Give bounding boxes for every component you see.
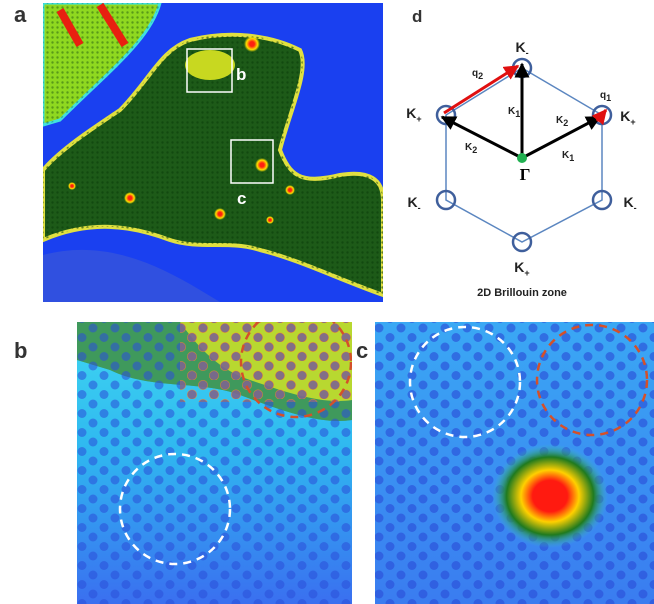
label-part: K [407, 194, 417, 210]
k-point-label: K- [623, 194, 636, 213]
label-part: K [623, 194, 633, 210]
label-part: + [630, 117, 635, 127]
vector-label: q2 [472, 68, 483, 81]
label-part: q [600, 90, 606, 101]
caption: 2D Brillouin zone [477, 287, 567, 299]
inset-label: b [236, 65, 246, 84]
label-part: - [418, 203, 421, 213]
label-part: 1 [606, 93, 611, 103]
gamma-label: Γ [520, 165, 531, 184]
label-part: - [634, 203, 637, 213]
label-part: 2 [478, 71, 483, 81]
label-part: + [416, 114, 421, 124]
panel-label: a [14, 2, 27, 27]
k-point-label: K+ [514, 259, 529, 278]
k-point-label: K+ [406, 105, 421, 124]
brillouin-zone [435, 57, 613, 253]
label-part: K [556, 115, 564, 126]
label-part: - [526, 48, 529, 58]
k-point-label: K+ [620, 108, 635, 127]
label-part: q [472, 68, 478, 79]
label-part: K [562, 150, 570, 161]
inset-label: c [237, 189, 246, 208]
vector-label: K2 [465, 142, 477, 155]
k-point-label: K- [407, 194, 420, 213]
stm-image-b [77, 322, 352, 604]
vector-label: K1 [562, 150, 574, 163]
stm-image-c [375, 322, 654, 604]
label-part: 2 [472, 145, 477, 155]
label-part: K [514, 259, 524, 275]
label-part: K [515, 39, 525, 55]
label-part: K [508, 106, 516, 117]
panel-label: d [412, 7, 422, 26]
label-part: K [620, 108, 630, 124]
label-part: K [465, 142, 473, 153]
panel-label: c [356, 338, 368, 363]
panel-label: b [14, 338, 27, 363]
label-part: K [406, 105, 416, 121]
k-point-label: K- [515, 39, 528, 58]
label-part: 1 [569, 153, 574, 163]
vector-label: K2 [556, 115, 568, 128]
label-part: 2 [563, 118, 568, 128]
vector-label: q1 [600, 90, 611, 103]
label-part: 1 [515, 109, 520, 119]
vector-label: K1 [508, 106, 520, 119]
label-part: + [524, 268, 529, 278]
stm-image-a [43, 3, 383, 302]
